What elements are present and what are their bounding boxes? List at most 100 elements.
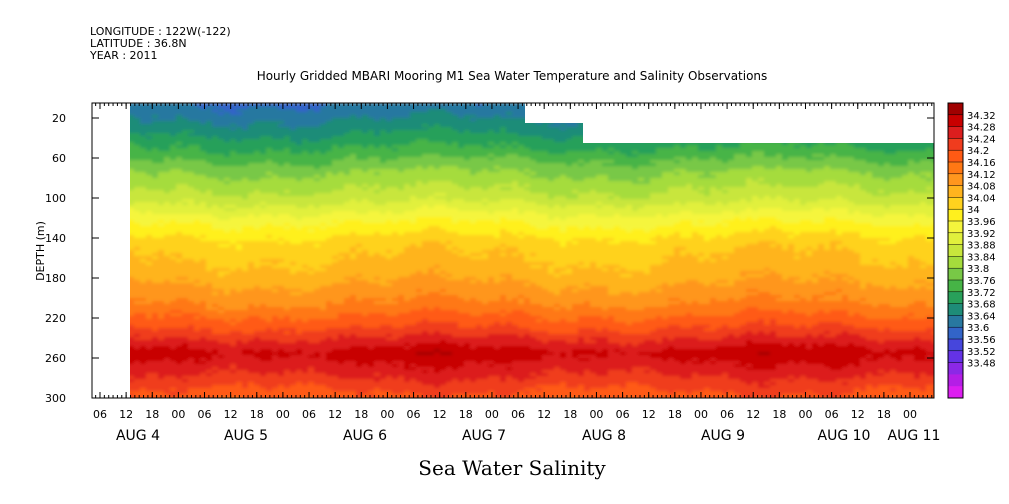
salinity-cell: [386, 214, 393, 218]
salinity-cell: [206, 196, 213, 200]
salinity-cell: [278, 244, 285, 248]
salinity-cell: [266, 121, 273, 125]
salinity-cell: [236, 145, 243, 149]
salinity-cell: [200, 349, 207, 353]
salinity-cell: [212, 268, 219, 272]
salinity-cell: [206, 304, 213, 308]
salinity-cell: [164, 364, 171, 368]
salinity-cell: [278, 199, 285, 203]
salinity-cell: [146, 181, 153, 185]
salinity-cell: [164, 310, 171, 314]
salinity-cell: [182, 322, 189, 326]
salinity-cell: [284, 172, 291, 176]
salinity-cell: [224, 133, 231, 137]
salinity-cell: [326, 301, 333, 305]
salinity-cell: [206, 190, 213, 194]
salinity-cell: [320, 253, 327, 257]
salinity-cell: [248, 163, 255, 167]
salinity-cell: [224, 163, 231, 167]
salinity-cell: [176, 253, 183, 257]
salinity-cell: [218, 253, 225, 257]
salinity-cell: [284, 121, 291, 125]
salinity-cell: [308, 130, 315, 134]
salinity-cell: [170, 280, 177, 284]
salinity-cell: [248, 160, 255, 164]
salinity-cell: [212, 292, 219, 296]
salinity-cell: [134, 271, 141, 275]
salinity-cell: [236, 346, 243, 350]
salinity-cell: [212, 274, 219, 278]
salinity-cell: [392, 193, 399, 197]
salinity-cell: [224, 235, 231, 239]
salinity-cell: [320, 157, 327, 161]
salinity-cell: [146, 259, 153, 263]
salinity-cell: [206, 127, 213, 131]
salinity-cell: [182, 121, 189, 125]
salinity-cell: [374, 133, 381, 137]
salinity-cell: [188, 358, 195, 362]
salinity-cell: [362, 187, 369, 191]
salinity-cell: [272, 244, 279, 248]
salinity-cell: [374, 190, 381, 194]
salinity-cell: [200, 145, 207, 149]
salinity-cell: [308, 328, 315, 332]
salinity-cell: [386, 289, 393, 293]
salinity-cell: [368, 298, 375, 302]
salinity-cell: [242, 136, 249, 140]
salinity-cell: [356, 379, 363, 383]
salinity-cell: [344, 286, 351, 290]
salinity-cell: [218, 175, 225, 179]
salinity-cell: [182, 301, 189, 305]
salinity-cell: [152, 121, 159, 125]
salinity-cell: [350, 394, 357, 398]
salinity-cell: [230, 175, 237, 179]
salinity-cell: [206, 316, 213, 320]
salinity-cell: [344, 331, 351, 335]
salinity-cell: [338, 268, 345, 272]
salinity-cell: [308, 382, 315, 386]
salinity-cell: [200, 394, 207, 398]
salinity-cell: [164, 178, 171, 182]
salinity-cell: [326, 226, 333, 230]
salinity-cell: [338, 232, 345, 236]
salinity-cell: [314, 310, 321, 314]
salinity-cell: [194, 106, 201, 110]
salinity-cell: [224, 181, 231, 185]
salinity-cell: [152, 118, 159, 122]
salinity-cell: [302, 118, 309, 122]
salinity-cell: [290, 250, 297, 254]
salinity-cell: [248, 349, 255, 353]
salinity-cell: [362, 199, 369, 203]
salinity-cell: [254, 334, 261, 338]
salinity-cell: [218, 202, 225, 206]
salinity-cell: [338, 385, 345, 389]
salinity-cell: [218, 247, 225, 251]
salinity-cell: [308, 157, 315, 161]
salinity-cell: [134, 289, 141, 293]
salinity-cell: [146, 283, 153, 287]
salinity-cell: [272, 136, 279, 140]
salinity-cell: [212, 301, 219, 305]
salinity-cell: [386, 253, 393, 257]
salinity-cell: [224, 169, 231, 173]
salinity-cell: [308, 244, 315, 248]
salinity-cell: [176, 244, 183, 248]
salinity-cell: [134, 118, 141, 122]
salinity-cell: [266, 367, 273, 371]
salinity-cell: [356, 274, 363, 278]
salinity-cell: [218, 316, 225, 320]
salinity-cell: [170, 184, 177, 188]
salinity-cell: [332, 301, 339, 305]
salinity-cell: [266, 214, 273, 218]
salinity-cell: [272, 217, 279, 221]
salinity-cell: [350, 232, 357, 236]
salinity-cell: [194, 340, 201, 344]
salinity-cell: [230, 325, 237, 329]
salinity-cell: [320, 313, 327, 317]
salinity-cell: [392, 178, 399, 182]
salinity-cell: [236, 250, 243, 254]
salinity-cell: [152, 154, 159, 158]
salinity-cell: [146, 253, 153, 257]
salinity-cell: [164, 298, 171, 302]
salinity-cell: [230, 343, 237, 347]
